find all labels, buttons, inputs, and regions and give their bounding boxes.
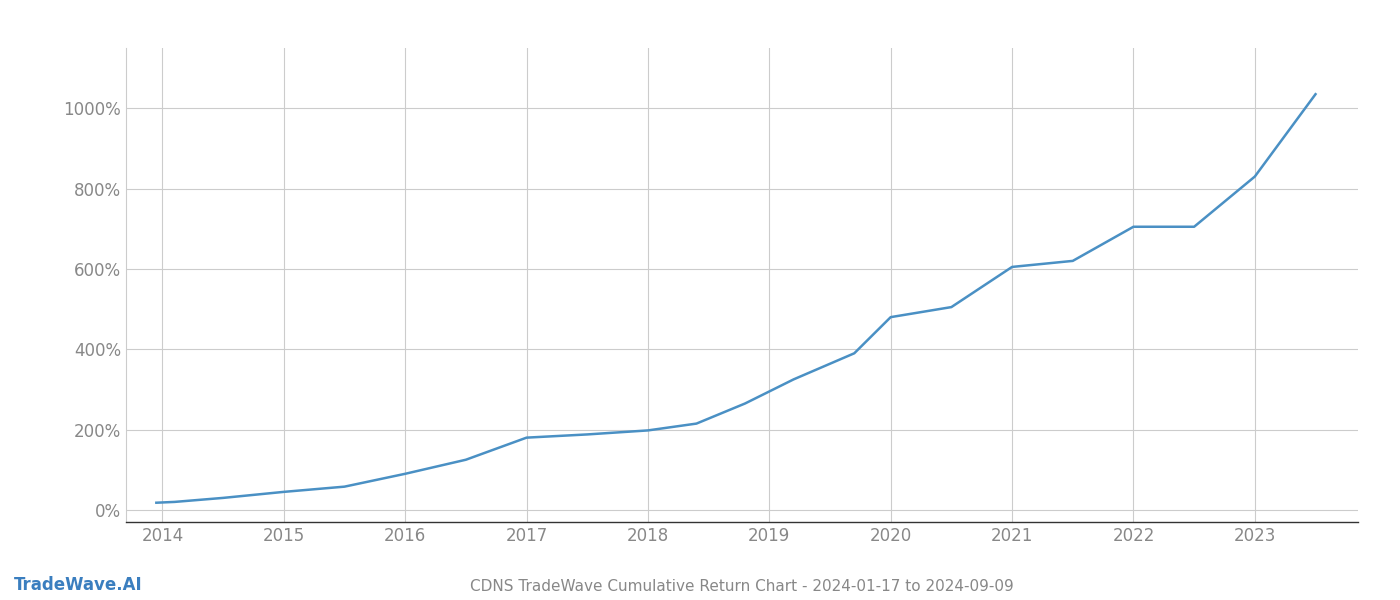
Text: TradeWave.AI: TradeWave.AI <box>14 576 143 594</box>
Text: CDNS TradeWave Cumulative Return Chart - 2024-01-17 to 2024-09-09: CDNS TradeWave Cumulative Return Chart -… <box>470 579 1014 594</box>
